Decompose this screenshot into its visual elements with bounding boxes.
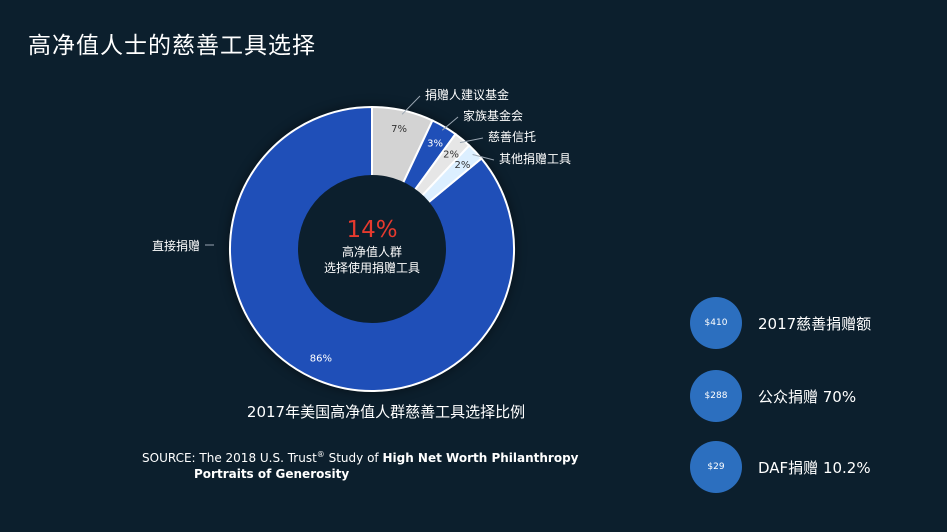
source-reg: ® (316, 450, 325, 459)
callout-line (401, 95, 421, 115)
source-line1: SOURCE: The 2018 U.S. Trust® Study of Hi… (142, 447, 579, 466)
slice-category-label: 捐赠人建议基金 (425, 87, 509, 102)
callout-line (472, 154, 495, 161)
stat-circle: $410 (690, 297, 742, 349)
stat-label: DAF捐赠 10.2% (758, 458, 871, 477)
chart-caption: 2017年美国高净值人群慈善工具选择比例 (246, 403, 526, 421)
source-bold1: High Net Worth Philanthropy (382, 451, 579, 465)
stat-circle: $288 (690, 370, 742, 422)
stat-item-2017-total: $410 2017慈善捐赠额 (690, 297, 871, 349)
slice-value-label: 3% (427, 138, 443, 149)
source-mid: Study of (324, 451, 383, 465)
slice-category-label: 慈善信托 (488, 129, 536, 144)
stat-label: 公众捐赠 70% (758, 387, 857, 406)
center-line2: 选择使用捐赠工具 (324, 260, 420, 275)
source-bold2: Portraits of Generosity (194, 467, 350, 481)
slice-value-label: 86% (310, 354, 332, 365)
source-prefix: SOURCE: The 2018 U.S. Trust (142, 451, 317, 465)
center-value: 14% (346, 217, 397, 243)
slice-value-label: 2% (454, 160, 470, 171)
slice-value-label: 7% (391, 124, 407, 135)
donut-hole (298, 175, 446, 323)
source-note: SOURCE: The 2018 U.S. Trust® Study of Hi… (142, 447, 579, 482)
callout-line (441, 116, 459, 131)
stat-circle: $29 (690, 441, 742, 493)
center-line1: 高净值人群 (342, 244, 402, 259)
page-title: 高净值人士的慈善工具选择 (28, 33, 316, 59)
callout-line (459, 137, 484, 144)
slice-category-label: 家族基金会 (463, 108, 523, 123)
stat-item-daf: $29 DAF捐赠 10.2% (690, 441, 871, 493)
stat-label: 2017慈善捐赠额 (758, 314, 872, 333)
slice-category-label: 其他捐赠工具 (499, 152, 571, 166)
stat-item-public: $288 公众捐赠 70% (690, 370, 856, 422)
slice-value-label: 2% (443, 149, 459, 160)
slice-category-label: 直接捐赠 (152, 238, 200, 253)
donut-slice (229, 105, 515, 392)
